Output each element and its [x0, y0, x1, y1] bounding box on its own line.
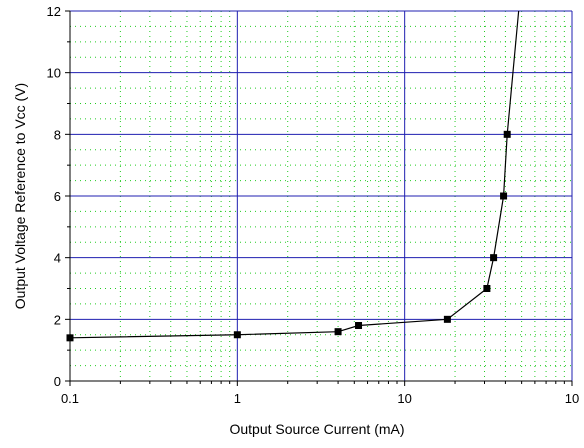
x-tick-label: 1	[234, 391, 241, 406]
data-point-marker	[483, 285, 491, 292]
axes	[65, 10, 573, 386]
data-point-marker	[66, 334, 74, 342]
data-point-marker	[500, 192, 508, 200]
x-tick-label: 10	[397, 391, 411, 406]
y-tick-label: 8	[54, 127, 61, 142]
y-tick-label: 12	[47, 4, 61, 19]
y-tick-label: 10	[47, 66, 61, 81]
x-axis-label: Output Source Current (mA)	[229, 421, 404, 437]
y-tick-label: 2	[54, 312, 61, 327]
x-tick-label: 10	[565, 391, 579, 406]
y-tick-label: 4	[54, 251, 61, 266]
data-point-marker	[233, 331, 241, 339]
data-point-marker	[490, 254, 498, 262]
data-point-marker	[355, 322, 363, 329]
y-axis-label: Output Voltage Reference to Vcc (V)	[12, 83, 28, 309]
y-tick-label: 6	[54, 189, 61, 204]
data-point-marker	[443, 315, 451, 323]
series-line	[69, 10, 520, 339]
data-point-marker	[334, 328, 342, 336]
major-grid	[69, 10, 573, 382]
series-layer	[66, 10, 520, 342]
tick-labels: 0 2 4 6 8 10 12 0.1 1 10 10	[47, 4, 580, 406]
data-point-marker	[503, 130, 511, 138]
y-tick-label: 0	[54, 374, 61, 389]
x-tick-label: 0.1	[61, 391, 79, 406]
